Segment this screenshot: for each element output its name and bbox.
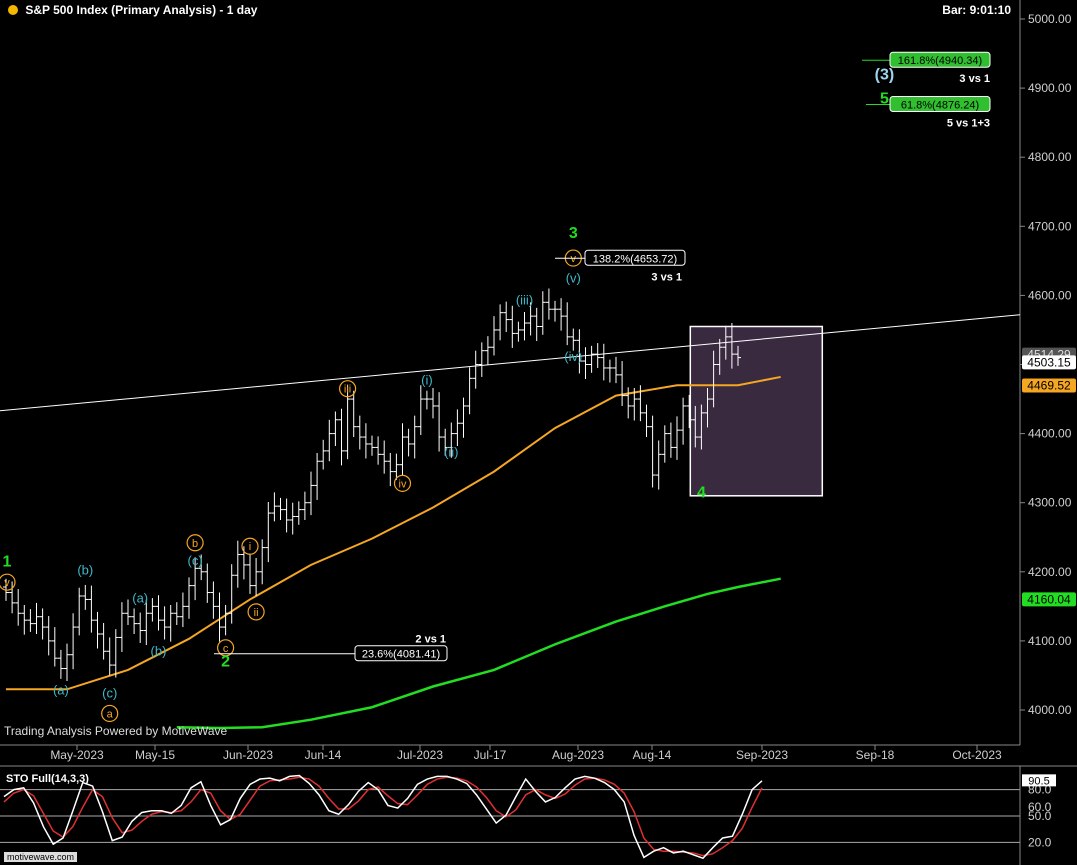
stochastic-axis-label: 90.5	[1028, 775, 1049, 787]
footer-logo: motivewave.com	[4, 852, 78, 862]
stochastic-line	[3, 774, 763, 860]
wave-label-circle	[0, 573, 16, 591]
wave-label: 2	[221, 654, 230, 671]
title-dot-icon	[8, 5, 18, 15]
y-tick-label: 4600.00	[1028, 288, 1072, 302]
y-tick-label: 4300.00	[1028, 496, 1072, 510]
wave-label: ii	[254, 607, 259, 619]
wave-label: 1	[3, 553, 12, 570]
stochastic-tick-label: 20.0	[1028, 835, 1052, 849]
fib-level-box	[354, 645, 448, 662]
price-axis-label: 4469.52	[1027, 379, 1071, 393]
stochastic-line	[3, 776, 763, 857]
x-tick-label: Aug-2023	[552, 748, 604, 762]
moving-average-line	[176, 577, 781, 730]
fib-level-note: 3 vs 1	[959, 73, 990, 85]
wave-label: (ii)	[444, 445, 458, 460]
x-tick-label: Oct-2023	[952, 748, 1002, 762]
wave-label: (iv)	[564, 349, 582, 364]
wave-label: (v)	[566, 270, 581, 285]
watermark: Trading Analysis Powered by MotiveWave	[4, 724, 228, 738]
wave-label: i	[249, 541, 251, 553]
price-axis-label-box	[1022, 378, 1076, 393]
wave-label-circle	[339, 380, 357, 398]
wave-label: (i)	[421, 373, 433, 388]
x-tick-label: Jun-2023	[223, 748, 273, 762]
x-tick-label: May-2023	[50, 748, 104, 762]
trend-line	[0, 314, 1021, 412]
y-tick-label: 4200.00	[1028, 565, 1072, 579]
moving-average-line	[6, 375, 781, 691]
wave-label: b	[192, 538, 198, 550]
fib-level-note: 2 vs 1	[415, 634, 446, 646]
x-tick-label: Sep-2023	[736, 748, 788, 762]
y-tick-label: 4100.00	[1028, 634, 1072, 648]
wave-label: (a)	[53, 682, 69, 697]
y-tick-label: 4700.00	[1028, 219, 1072, 233]
wave-label-circle	[241, 537, 259, 555]
wave-label-circle	[186, 534, 204, 552]
stochastic-tick-label: 50.0	[1028, 809, 1052, 823]
wave-label: (iii)	[516, 293, 533, 308]
price-axis-label-box	[1022, 355, 1076, 370]
price-axis-label-box	[1022, 592, 1076, 607]
wave-label: (b)	[77, 563, 93, 578]
wave-label: a	[107, 708, 114, 720]
chart-header: S&P 500 Index (Primary Analysis) - 1 day	[8, 3, 257, 17]
wave-label: (c)	[102, 686, 117, 701]
highlight-box	[689, 325, 824, 497]
wave-label-circle	[217, 639, 235, 657]
wave-label: v	[4, 577, 10, 589]
price-axis-label: 4503.15	[1027, 355, 1071, 369]
fib-level-note: 5 vs 1+3	[947, 118, 990, 130]
fib-level-label: 161.8%(4940.34)	[898, 55, 982, 67]
stochastic-tick-label: 60.0	[1028, 800, 1052, 814]
wave-label: (c)	[188, 553, 203, 568]
fib-level-box	[889, 51, 991, 68]
fib-level-note: 3 vs 1	[651, 271, 682, 283]
y-tick-label: 4900.00	[1028, 81, 1072, 95]
fib-level-label: 138.2%(4653.72)	[593, 253, 677, 265]
x-tick-label: Aug-14	[633, 748, 672, 762]
x-tick-label: Jun-14	[305, 748, 342, 762]
wave-label-circle	[247, 603, 265, 621]
y-tick-label: 4800.00	[1028, 150, 1072, 164]
fib-level-box	[584, 249, 686, 266]
price-axis-label: 4160.04	[1027, 592, 1071, 606]
wave-label: v	[571, 253, 577, 265]
y-tick-label: 4000.00	[1028, 703, 1072, 717]
y-tick-label: 4400.00	[1028, 427, 1072, 441]
fib-level-label: 61.8%(4876.24)	[901, 100, 979, 112]
x-tick-label: Jul-17	[474, 748, 507, 762]
bar-time: Bar: 9:01:10	[942, 3, 1011, 17]
stochastic-axis-label-box	[1022, 774, 1056, 787]
y-tick-label: 5000.00	[1028, 12, 1072, 26]
chart-title: S&P 500 Index (Primary Analysis) - 1 day	[25, 3, 258, 17]
wave-label: iii	[344, 384, 351, 396]
wave-label: 3	[569, 225, 578, 242]
wave-label-circle	[393, 474, 412, 492]
wave-label: c	[223, 643, 229, 655]
wave-label: (a)	[132, 590, 148, 605]
fib-level-label: 23.6%(4081.41)	[362, 649, 440, 661]
wave-label-circle	[101, 704, 119, 723]
wave-label: 5	[880, 90, 889, 107]
x-tick-label: Jul-2023	[397, 748, 443, 762]
x-tick-label: Sep-18	[856, 748, 895, 762]
wave-label: (b)	[151, 644, 167, 659]
wave-label: iv	[399, 478, 407, 490]
fib-level-box	[889, 96, 991, 113]
stochastic-title: STO Full(14,3,3)	[6, 773, 89, 785]
wave-label: 4	[697, 484, 706, 501]
wave-label: (3)	[875, 66, 895, 83]
x-tick-label: May-15	[135, 748, 175, 762]
